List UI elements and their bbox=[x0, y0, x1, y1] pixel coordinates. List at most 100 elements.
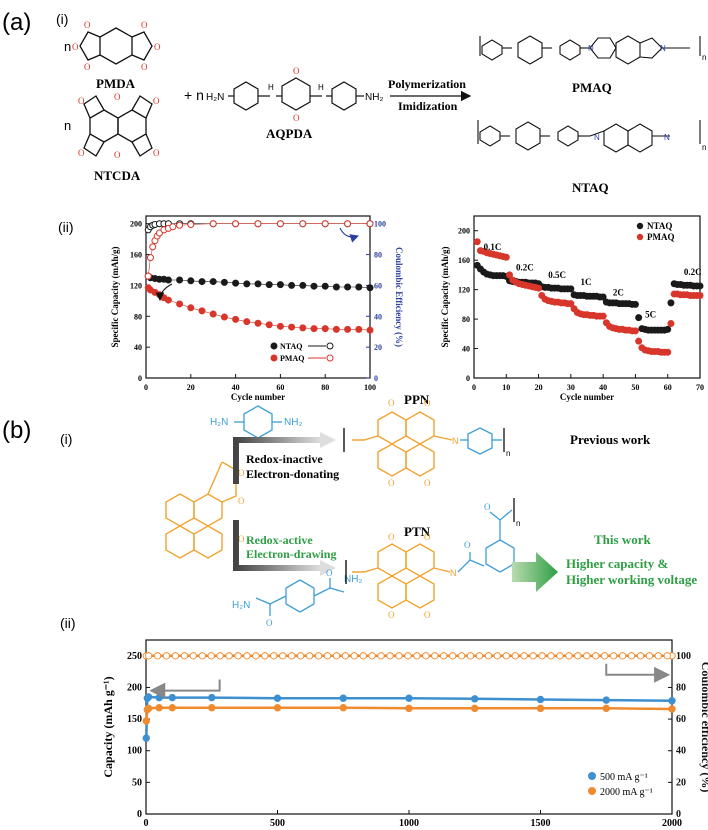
y2-axis-label: Coulombic efficiency (%) bbox=[699, 662, 708, 793]
y-tick-label: 40 bbox=[134, 343, 142, 352]
y-tick-label: 200 bbox=[127, 682, 142, 693]
data-point bbox=[664, 325, 672, 333]
legend-hollow-marker bbox=[326, 354, 334, 362]
ppd-h2n: H₂N bbox=[210, 417, 228, 428]
legend-label: NTAQ bbox=[280, 342, 303, 351]
data-point bbox=[635, 337, 643, 345]
ce-point bbox=[440, 652, 448, 660]
ce-arrow bbox=[339, 227, 360, 243]
data-point bbox=[149, 243, 157, 251]
x-tick-label: 20 bbox=[535, 383, 543, 392]
data-point bbox=[321, 282, 329, 290]
y-tick-label: 150 bbox=[127, 714, 142, 725]
ce-point bbox=[189, 652, 197, 660]
ntaq-n-subscript: n bbox=[702, 143, 706, 152]
ce-point bbox=[350, 652, 358, 660]
data-point bbox=[339, 704, 347, 712]
data-point bbox=[366, 326, 374, 334]
ce-point bbox=[574, 652, 582, 660]
data-point bbox=[243, 318, 251, 326]
ce-point bbox=[449, 652, 457, 660]
ce-point bbox=[198, 652, 206, 660]
svg-text:O: O bbox=[78, 96, 85, 106]
data-point bbox=[176, 300, 184, 308]
ce-point bbox=[153, 652, 162, 660]
ppn-o1: O bbox=[388, 398, 395, 408]
ntaq-n-2: N bbox=[664, 133, 670, 142]
aqpda-nh-2: H bbox=[318, 83, 324, 92]
data-point bbox=[243, 280, 251, 288]
ntcda-oxygens: O O O O O O bbox=[78, 92, 160, 160]
ce-point bbox=[636, 652, 645, 660]
data-point bbox=[668, 697, 676, 705]
ntaq-n-1: N bbox=[594, 133, 600, 142]
data-point bbox=[146, 254, 154, 262]
y2-tick-label: 100 bbox=[374, 220, 386, 229]
data-point bbox=[155, 693, 163, 702]
tpa-o2: O bbox=[326, 568, 333, 578]
y-tick-label: 120 bbox=[458, 286, 470, 295]
x-tick-label: 500 bbox=[270, 818, 285, 829]
svg-text:O: O bbox=[153, 96, 160, 106]
data-point bbox=[176, 221, 184, 229]
ntcda-o1: O bbox=[238, 468, 245, 478]
data-point bbox=[536, 704, 545, 713]
route-top-line1: Redox-inactive bbox=[246, 452, 323, 466]
data-point bbox=[232, 279, 240, 287]
pmaq-n-1: N bbox=[588, 44, 594, 53]
legend-label: 500 mA g⁻¹ bbox=[600, 772, 648, 783]
tpa-ring bbox=[285, 579, 315, 613]
ntaq-structure bbox=[477, 120, 701, 153]
legend-marker bbox=[588, 787, 596, 795]
data-point bbox=[209, 278, 217, 286]
legend-marker bbox=[636, 222, 644, 230]
ce-point bbox=[252, 652, 260, 660]
panel-a-label: (a) bbox=[2, 9, 31, 36]
ce-point bbox=[422, 652, 430, 660]
pmda-oxygens: O O O O O O bbox=[72, 20, 161, 72]
x-tick-label: 70 bbox=[696, 383, 704, 392]
data-point bbox=[668, 705, 676, 713]
aqpda-o-1: O bbox=[293, 66, 300, 76]
ce-point bbox=[529, 652, 537, 660]
ppn-label: PPN bbox=[404, 392, 430, 407]
ce-point bbox=[386, 652, 394, 660]
ce-point bbox=[377, 652, 385, 660]
data-point bbox=[366, 220, 374, 228]
data-point bbox=[332, 325, 340, 333]
data-point bbox=[187, 277, 195, 285]
ptn-o1: O bbox=[388, 532, 395, 542]
y-tick-label: 200 bbox=[130, 220, 142, 229]
legend-label: PMAQ bbox=[280, 354, 304, 363]
data-point bbox=[631, 327, 639, 335]
ce-point bbox=[305, 652, 314, 660]
ppn-o2: O bbox=[424, 398, 431, 408]
data-point bbox=[332, 283, 340, 291]
ptn-o4: O bbox=[424, 610, 431, 620]
ce-point bbox=[296, 652, 305, 660]
data-point bbox=[142, 717, 150, 725]
x-tick-label: 20 bbox=[187, 383, 195, 392]
data-point bbox=[265, 281, 273, 289]
data-point bbox=[276, 220, 284, 228]
data-point bbox=[536, 695, 545, 704]
ce-point bbox=[431, 652, 439, 660]
data-point bbox=[667, 320, 675, 328]
y-tick-label: 80 bbox=[462, 315, 470, 324]
y-axis-label: Capacity (mAh g⁻¹) bbox=[101, 676, 115, 777]
ce-point bbox=[279, 652, 287, 660]
data-point bbox=[187, 220, 195, 228]
ptn-subscript: n bbox=[516, 519, 520, 528]
ce-point bbox=[538, 652, 546, 660]
y-tick-label: 50 bbox=[132, 777, 142, 788]
ce-point bbox=[270, 652, 278, 660]
data-point bbox=[187, 304, 195, 312]
claim-line2: Higher working voltage bbox=[566, 572, 697, 587]
x-tick-label: 0 bbox=[144, 818, 149, 829]
x-tick-label: 10 bbox=[502, 383, 510, 392]
arrow-label-bottom: Imidization bbox=[398, 99, 458, 113]
data-point bbox=[321, 220, 329, 228]
ce-point bbox=[583, 652, 591, 660]
y-axis-label: Specific Capacity (mAh/g) bbox=[110, 247, 120, 348]
